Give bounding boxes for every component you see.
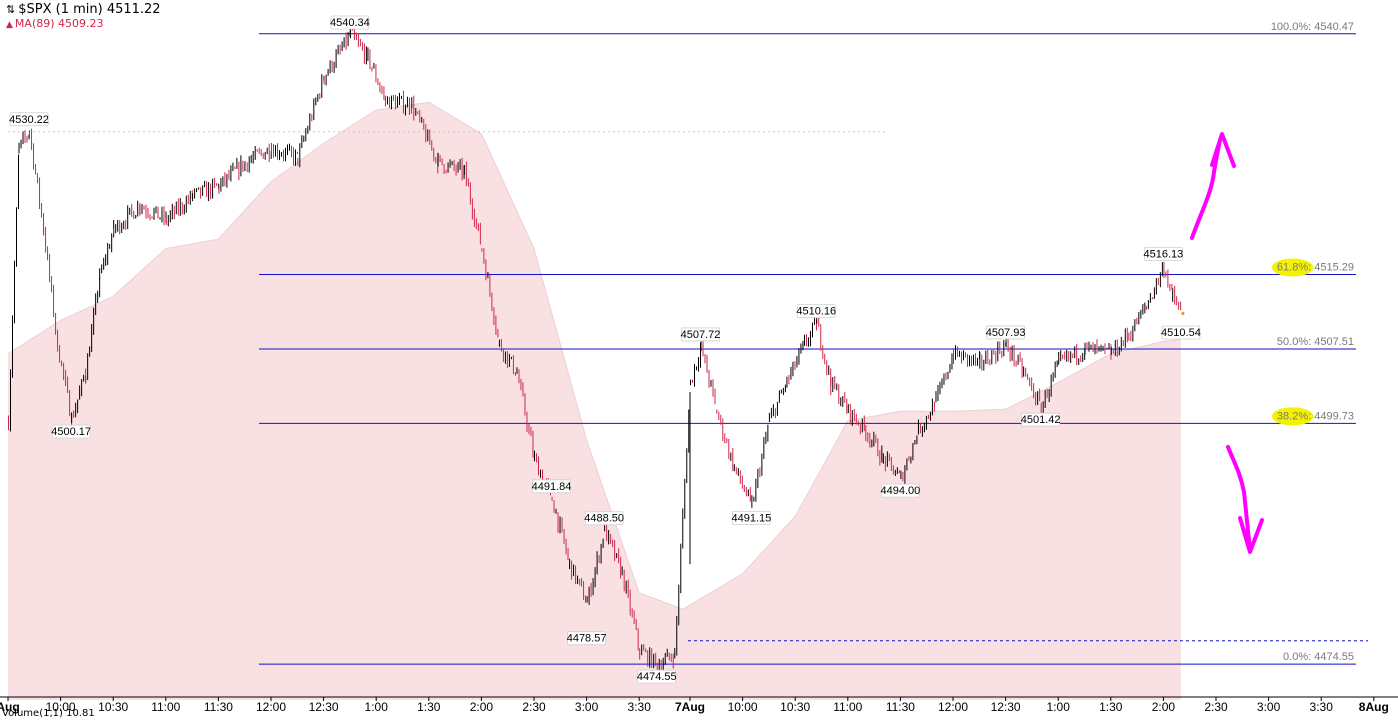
price-label: 4488.50 (584, 513, 624, 525)
x-tick-label: 10:00 (46, 700, 76, 714)
volume-legend-text: Volume(1,1) 10.81 (2, 708, 95, 719)
fib-price: : 4474.55 (1308, 651, 1354, 663)
x-tick-label: 1:30 (1099, 700, 1123, 714)
x-tick-label: 10:00 (728, 700, 758, 714)
fib-price: : 4499.73 (1308, 410, 1354, 422)
fib-price: : 4540.47 (1308, 21, 1354, 33)
x-tick-label: 2:00 (470, 700, 494, 714)
x-tick-label: 8Aug (1359, 700, 1389, 714)
price-label: 4474.55 (637, 671, 677, 683)
x-tick-label: 3:30 (1310, 700, 1334, 714)
x-tick-label: 12:30 (991, 700, 1021, 714)
fib-price: : 4515.29 (1308, 262, 1354, 274)
fib-label: 38.2%: 4499.73 (1277, 410, 1354, 422)
price-labels: 4530.22 4500.17 4540.34 4491.84 4488.50 4478.… (9, 15, 1201, 684)
symbol-line: $SPX (1 min) 4511.22 (18, 2, 161, 17)
price-label-box (731, 510, 771, 525)
fib-pct: 100.0% (1271, 21, 1309, 33)
price-label-box (567, 631, 606, 646)
moving-average-area (7, 101, 1181, 701)
price-label-box (881, 483, 920, 498)
last-price-marker (1181, 311, 1185, 316)
price-label-box (330, 15, 370, 30)
x-tick-label: 1:00 (365, 700, 389, 714)
x-tick-label: 11:30 (204, 700, 233, 714)
fib-label: 100.0%: 4540.47 (1271, 21, 1354, 33)
x-tick-label: 11:30 (886, 700, 915, 714)
ma-fill (8, 102, 1181, 701)
fib-label: 0.0%: 4474.55 (1283, 651, 1354, 663)
x-tick-label: 1:30 (417, 700, 441, 714)
price-label: 4530.22 (9, 114, 49, 126)
chart-settings-icon[interactable]: ⇅ (6, 3, 16, 16)
price-label: 4500.17 (51, 426, 91, 438)
x-tick-label: 7Aug (675, 700, 705, 714)
price-label-box (637, 669, 677, 684)
price-label: 4491.15 (731, 512, 771, 524)
price-label-box (1161, 325, 1201, 340)
price-label: 4478.57 (567, 633, 607, 645)
ma-legend-icon: ▲ (6, 20, 13, 30)
price-label-box (796, 304, 836, 319)
price-label: 4510.54 (1161, 327, 1201, 339)
price-label: 4501.42 (1021, 414, 1061, 426)
x-tick-label: 12:00 (256, 700, 286, 714)
price-label-box (51, 424, 91, 439)
fib-highlight (1271, 407, 1314, 426)
arrow-up-head (1210, 132, 1236, 168)
price-label-box (1144, 247, 1183, 261)
price-label: 4516.13 (1144, 249, 1184, 261)
ma-legend: ▲ MA(89) 4509.23 (6, 17, 104, 30)
x-tick-label: 10:30 (98, 700, 128, 714)
price-label: 4507.93 (986, 327, 1026, 339)
price-label: 4494.00 (881, 485, 921, 497)
x-axis: Aug 10:00 10:30 11:00 11:30 12:00 12:30 1:00 1:3… (0, 696, 1398, 714)
arrow-down-icon (1226, 445, 1252, 552)
price-label-box (1021, 412, 1061, 427)
volume-legend: Volume(1,1) 10.81 (2, 708, 95, 719)
x-tick-label: 3:30 (628, 700, 652, 714)
price-label: 4510.16 (796, 306, 836, 318)
fib-pct: 38.2% (1277, 410, 1308, 422)
fib-label: 61.8%: 4515.29 (1277, 262, 1354, 274)
x-tick-label: 10:30 (780, 700, 810, 714)
price-label-box (681, 327, 720, 342)
ma-legend-text: MA(89) 4509.23 (14, 17, 104, 30)
arrow-down-head (1238, 516, 1264, 554)
price-label-box (532, 479, 571, 494)
fib-pct: 61.8% (1277, 262, 1308, 274)
reference-lines (8, 131, 1368, 642)
x-tick-label: 2:00 (1152, 700, 1176, 714)
fib-pct: 50.0% (1277, 336, 1308, 348)
price-label-box (584, 511, 624, 526)
price-label-box (9, 112, 49, 127)
annotations (1190, 132, 1264, 554)
x-tick-label: 2:30 (522, 700, 546, 714)
x-tick-label: 12:00 (938, 700, 968, 714)
x-tick-label: 3:00 (1257, 700, 1281, 714)
fib-label: 50.0%: 4507.51 (1277, 336, 1354, 348)
x-tick-label: 1:00 (1047, 700, 1071, 714)
x-tick-label: 11:00 (833, 700, 862, 714)
fib-pct: 0.0% (1283, 651, 1308, 663)
x-tick-label: 12:30 (309, 700, 339, 714)
price-label-box (986, 325, 1025, 340)
candlesticks (8, 26, 1185, 675)
fib-price: : 4507.51 (1308, 336, 1354, 348)
x-tick-label: 2:30 (1204, 700, 1228, 714)
x-tick-label: Aug (0, 700, 20, 714)
price-label: 4491.84 (532, 481, 572, 493)
x-tick-label: 11:00 (151, 700, 180, 714)
chart-title: ⇅ $SPX (1 min) 4511.22 (6, 2, 161, 17)
price-label: 4540.34 (330, 17, 370, 29)
fibonacci-levels: 100.0%: 4540.47 61.8%: 4515.29 50.0%: 4507… (259, 21, 1356, 665)
fib-highlight (1271, 258, 1314, 277)
x-tick-label: 3:00 (575, 700, 599, 714)
price-label: 4507.72 (681, 329, 721, 341)
